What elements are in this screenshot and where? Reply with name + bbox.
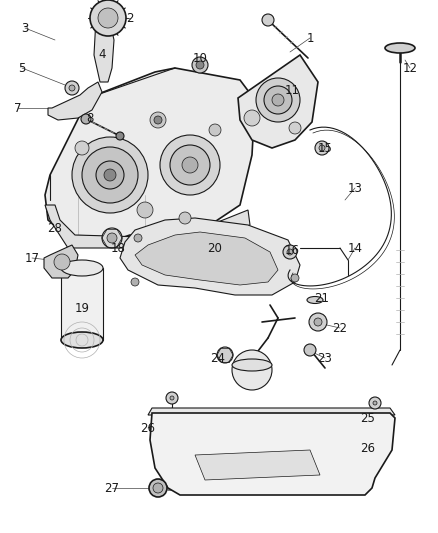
Circle shape — [75, 141, 89, 155]
Circle shape — [179, 212, 191, 224]
Text: 19: 19 — [74, 302, 89, 314]
Circle shape — [304, 344, 316, 356]
Text: 16: 16 — [285, 244, 300, 256]
Polygon shape — [120, 218, 300, 295]
Text: 24: 24 — [211, 351, 226, 365]
Circle shape — [209, 124, 221, 136]
Circle shape — [107, 233, 117, 243]
Text: 18: 18 — [110, 241, 125, 254]
Circle shape — [170, 396, 174, 400]
Text: 25: 25 — [360, 411, 375, 424]
Circle shape — [149, 479, 167, 497]
Text: 21: 21 — [314, 292, 329, 304]
Circle shape — [314, 318, 322, 326]
Circle shape — [96, 161, 124, 189]
Circle shape — [98, 8, 118, 28]
Text: 3: 3 — [21, 21, 28, 35]
Text: 28: 28 — [48, 222, 63, 235]
Text: 12: 12 — [403, 61, 417, 75]
Circle shape — [54, 254, 70, 270]
Text: 15: 15 — [318, 141, 332, 155]
Circle shape — [116, 132, 124, 140]
Text: 27: 27 — [105, 481, 120, 495]
Circle shape — [166, 392, 178, 404]
Circle shape — [192, 57, 208, 73]
Circle shape — [373, 401, 377, 405]
Polygon shape — [150, 413, 395, 495]
Circle shape — [217, 347, 233, 363]
Circle shape — [196, 61, 204, 69]
Polygon shape — [135, 232, 278, 285]
Circle shape — [309, 313, 327, 331]
Circle shape — [134, 234, 142, 242]
Circle shape — [153, 483, 163, 493]
Polygon shape — [238, 55, 318, 148]
Text: 4: 4 — [98, 49, 106, 61]
Text: 23: 23 — [318, 351, 332, 365]
Circle shape — [150, 112, 166, 128]
Circle shape — [102, 228, 122, 248]
Circle shape — [289, 122, 301, 134]
Circle shape — [72, 137, 148, 213]
Circle shape — [262, 14, 274, 26]
Circle shape — [369, 397, 381, 409]
Polygon shape — [48, 82, 102, 120]
Polygon shape — [94, 18, 114, 82]
Polygon shape — [61, 268, 103, 340]
Ellipse shape — [232, 359, 272, 371]
Text: 26: 26 — [141, 422, 155, 434]
Text: 7: 7 — [14, 101, 22, 115]
Circle shape — [170, 145, 210, 185]
Circle shape — [65, 81, 79, 95]
Ellipse shape — [307, 296, 323, 303]
Circle shape — [69, 85, 75, 91]
Circle shape — [82, 147, 138, 203]
Text: 14: 14 — [347, 241, 363, 254]
Circle shape — [81, 114, 91, 124]
Polygon shape — [195, 450, 320, 480]
Polygon shape — [44, 245, 78, 278]
Circle shape — [315, 141, 329, 155]
Circle shape — [160, 135, 220, 195]
Polygon shape — [148, 408, 395, 415]
Text: 11: 11 — [285, 84, 300, 96]
Circle shape — [264, 86, 292, 114]
Circle shape — [286, 248, 294, 256]
Circle shape — [283, 245, 297, 259]
Text: 13: 13 — [348, 182, 362, 195]
Text: 5: 5 — [18, 61, 26, 75]
Circle shape — [232, 350, 272, 390]
Text: 2: 2 — [126, 12, 134, 25]
Polygon shape — [45, 205, 250, 248]
Polygon shape — [45, 68, 255, 240]
Circle shape — [256, 78, 300, 122]
Text: 8: 8 — [86, 111, 94, 125]
Circle shape — [272, 94, 284, 106]
Text: 22: 22 — [332, 321, 347, 335]
Text: 10: 10 — [193, 52, 208, 64]
Circle shape — [90, 0, 126, 36]
Text: 17: 17 — [25, 252, 39, 264]
Circle shape — [182, 157, 198, 173]
Ellipse shape — [61, 332, 103, 348]
Circle shape — [319, 145, 325, 151]
Circle shape — [104, 169, 116, 181]
Circle shape — [287, 249, 293, 255]
Circle shape — [137, 202, 153, 218]
Ellipse shape — [61, 260, 103, 276]
Text: 26: 26 — [360, 441, 375, 455]
Circle shape — [154, 116, 162, 124]
Circle shape — [131, 278, 139, 286]
Text: 20: 20 — [208, 241, 223, 254]
Ellipse shape — [385, 43, 415, 53]
Circle shape — [291, 274, 299, 282]
Circle shape — [244, 110, 260, 126]
Text: 1: 1 — [306, 31, 314, 44]
